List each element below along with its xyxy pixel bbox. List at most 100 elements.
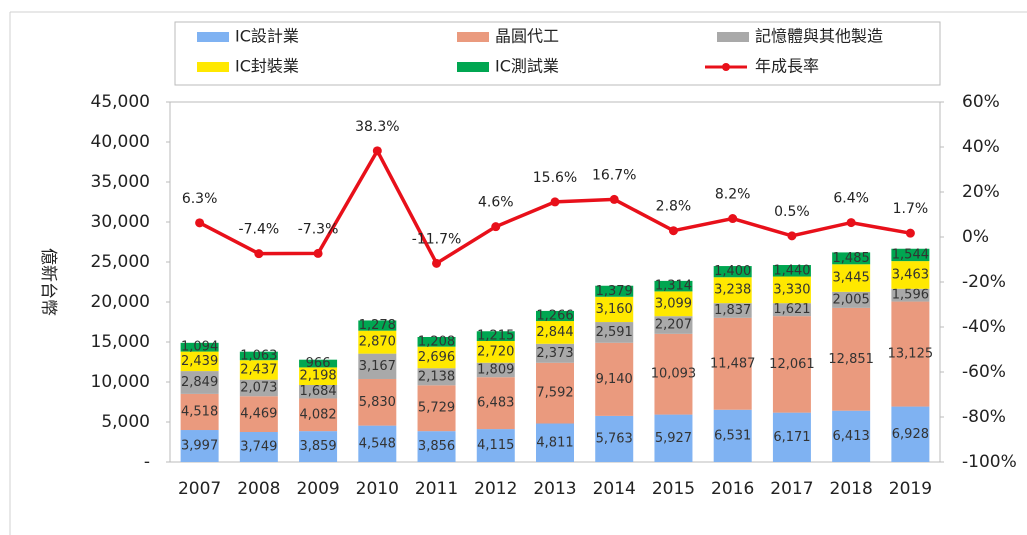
bar-segment bbox=[239, 351, 278, 361]
legend-swatch bbox=[197, 62, 229, 72]
bar-value-label: 3,160 bbox=[596, 302, 633, 317]
bar-segment bbox=[595, 322, 634, 343]
bar-value-label: 1,208 bbox=[418, 334, 455, 349]
y-tick-label: 10,000 bbox=[91, 372, 150, 392]
bar-value-label: 5,763 bbox=[596, 431, 633, 446]
growth-label: 6.3% bbox=[182, 191, 218, 207]
bar-segment bbox=[832, 264, 871, 292]
bar-value-label: 10,093 bbox=[651, 367, 697, 382]
bar-value-label: 2,439 bbox=[181, 354, 218, 369]
growth-point bbox=[195, 218, 205, 228]
bar-segment bbox=[772, 276, 811, 304]
x-tick-label: 2018 bbox=[830, 479, 873, 499]
bar-value-label: 4,548 bbox=[359, 436, 396, 451]
bar-value-label: 3,997 bbox=[181, 439, 218, 454]
bar-segment bbox=[299, 359, 338, 368]
bar-segment bbox=[239, 432, 278, 462]
bar-segment bbox=[891, 406, 930, 462]
growth-point bbox=[905, 228, 915, 238]
y2-tick-label: -20% bbox=[962, 272, 1006, 292]
bar-segment bbox=[772, 265, 811, 277]
bar-value-label: 2,138 bbox=[418, 369, 455, 384]
legend-swatch bbox=[457, 32, 489, 42]
bar-segment bbox=[476, 362, 515, 378]
bar-segment bbox=[180, 393, 219, 431]
bar-segment bbox=[891, 301, 930, 407]
bar-segment bbox=[772, 303, 811, 317]
bar-value-label: 9,140 bbox=[596, 372, 633, 387]
bar-value-label: 1,278 bbox=[359, 318, 396, 333]
bar-segment bbox=[239, 379, 278, 397]
growth-label: 6.4% bbox=[833, 191, 869, 207]
bar-value-label: 12,851 bbox=[828, 352, 874, 367]
legend-box bbox=[174, 21, 941, 86]
bar-segment bbox=[654, 414, 693, 462]
growth-label: 8.2% bbox=[715, 187, 751, 203]
bar-segment bbox=[891, 261, 930, 289]
bar-value-label: 1,596 bbox=[892, 288, 929, 303]
growth-point bbox=[846, 218, 856, 228]
legend-label: 年成長率 bbox=[755, 57, 819, 76]
bar-segment bbox=[832, 307, 871, 411]
bar-value-label: 1,440 bbox=[773, 263, 810, 278]
bar-value-label: 1,809 bbox=[477, 362, 514, 377]
bar-value-label: 5,830 bbox=[359, 395, 396, 410]
bar-segment bbox=[713, 303, 752, 318]
bar-value-label: 3,330 bbox=[773, 282, 810, 297]
legend-swatch bbox=[457, 62, 489, 72]
growth-label: 2.8% bbox=[656, 199, 692, 215]
growth-label: -7.3% bbox=[298, 221, 339, 237]
y-tick-label: 25,000 bbox=[91, 252, 150, 272]
bar-segment bbox=[713, 277, 752, 304]
bar-segment bbox=[536, 423, 574, 462]
y2-tick-label: -40% bbox=[962, 317, 1006, 337]
growth-point bbox=[432, 258, 442, 268]
bar-segment bbox=[772, 412, 811, 462]
bar-value-label: 5,729 bbox=[418, 401, 455, 416]
growth-label: 4.6% bbox=[478, 195, 514, 211]
x-tick-label: 2019 bbox=[889, 479, 932, 499]
bar-segment bbox=[299, 431, 338, 462]
bar-value-label: 1,266 bbox=[536, 308, 573, 323]
bar-value-label: 1,314 bbox=[655, 279, 692, 294]
y2-tick-label: 60% bbox=[962, 92, 1000, 112]
bar-value-label: 2,720 bbox=[477, 344, 514, 359]
x-tick-label: 2016 bbox=[711, 479, 754, 499]
legend-label: 晶圓代工 bbox=[495, 27, 559, 46]
bar-segment bbox=[654, 316, 693, 334]
bar-value-label: 3,463 bbox=[892, 267, 929, 282]
y2-tick-label: -60% bbox=[962, 362, 1006, 382]
legend-swatch bbox=[717, 32, 749, 42]
growth-point bbox=[254, 249, 264, 259]
bar-segment bbox=[832, 410, 871, 462]
bar-value-label: 3,856 bbox=[418, 439, 455, 454]
growth-point bbox=[372, 146, 382, 156]
bar-value-label: 3,445 bbox=[833, 271, 870, 286]
bar-segment bbox=[654, 291, 693, 317]
bar-value-label: 2,870 bbox=[359, 335, 396, 350]
bar-segment bbox=[417, 385, 456, 432]
y-tick-label: 30,000 bbox=[91, 212, 150, 232]
bar-value-label: 7,592 bbox=[536, 386, 573, 401]
y-tick-label: 35,000 bbox=[91, 172, 150, 192]
bar-value-label: 3,099 bbox=[655, 296, 692, 311]
bar-value-label: 4,811 bbox=[536, 435, 573, 450]
bar-segment bbox=[180, 371, 219, 394]
bar-segment bbox=[536, 310, 574, 322]
bar-value-label: 2,591 bbox=[596, 325, 633, 340]
growth-point bbox=[609, 194, 619, 204]
x-tick-label: 2017 bbox=[770, 479, 813, 499]
bar-segment bbox=[299, 385, 338, 399]
bar-value-label: 4,518 bbox=[181, 404, 218, 419]
bar-segment bbox=[180, 342, 219, 352]
growth-point bbox=[728, 214, 738, 224]
bar-value-label: 4,082 bbox=[299, 407, 336, 422]
bar-value-label: 2,437 bbox=[240, 362, 277, 377]
x-tick-label: 2010 bbox=[356, 479, 399, 499]
bar-segment bbox=[180, 351, 219, 372]
bar-value-label: 1,544 bbox=[892, 247, 929, 262]
bar-segment bbox=[772, 316, 811, 413]
bar-segment bbox=[891, 248, 930, 262]
bar-value-label: 3,859 bbox=[299, 439, 336, 454]
bar-segment bbox=[358, 330, 397, 354]
